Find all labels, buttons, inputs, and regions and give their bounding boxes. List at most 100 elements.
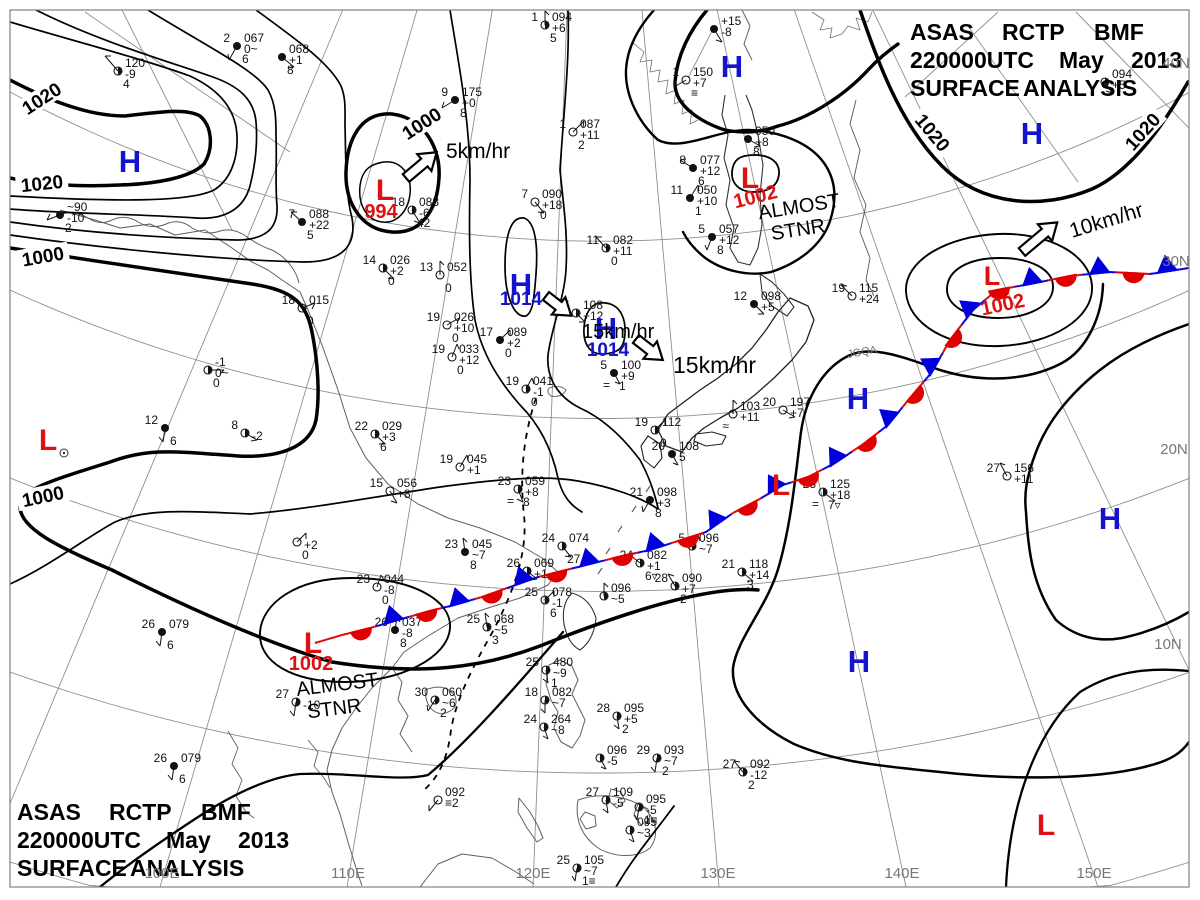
- svg-text:BMF: BMF: [1094, 19, 1144, 45]
- svg-text:-8: -8: [384, 583, 395, 597]
- svg-text:+2: +2: [304, 538, 318, 552]
- svg-text:6: 6: [170, 434, 177, 448]
- svg-text:090: 090: [682, 571, 702, 585]
- svg-text:H: H: [595, 311, 617, 346]
- svg-text:044: 044: [384, 572, 404, 586]
- svg-text:29: 29: [637, 743, 651, 757]
- svg-text:-2: -2: [252, 429, 263, 443]
- svg-text:026: 026: [454, 310, 474, 324]
- svg-text:H: H: [721, 49, 743, 84]
- svg-text:5: 5: [679, 450, 686, 464]
- svg-text:=: =: [507, 494, 514, 508]
- svg-text:20: 20: [652, 439, 666, 453]
- svg-text:6: 6: [698, 174, 705, 188]
- svg-text:098: 098: [657, 485, 677, 499]
- svg-text:RCTP: RCTP: [109, 799, 172, 825]
- svg-text:L: L: [741, 162, 759, 195]
- svg-text:1: 1: [672, 65, 679, 79]
- svg-text:+3: +3: [382, 430, 396, 444]
- svg-text:L: L: [1037, 809, 1055, 842]
- svg-text:+12: +12: [700, 164, 721, 178]
- svg-text:082: 082: [647, 548, 667, 562]
- svg-text:-1: -1: [215, 355, 226, 369]
- svg-text:0: 0: [452, 331, 459, 345]
- svg-text:082: 082: [552, 685, 572, 699]
- svg-text:033: 033: [459, 342, 479, 356]
- svg-text:+9: +9: [621, 369, 635, 383]
- svg-text:19: 19: [432, 342, 446, 356]
- svg-text:0: 0: [302, 548, 309, 562]
- svg-text:19: 19: [440, 452, 454, 466]
- svg-text:-1: -1: [552, 596, 563, 610]
- svg-text:22: 22: [355, 419, 369, 433]
- svg-text:ASAS: ASAS: [17, 799, 81, 825]
- svg-text:11: 11: [671, 183, 684, 197]
- svg-text:0: 0: [213, 376, 220, 390]
- svg-text:~5: ~5: [611, 592, 625, 606]
- svg-text:+3: +3: [657, 496, 671, 510]
- svg-text:19: 19: [506, 374, 520, 388]
- svg-text:1≡: 1≡: [644, 813, 658, 827]
- svg-text:-5: -5: [607, 754, 618, 768]
- svg-text:8: 8: [753, 145, 760, 159]
- svg-text:-12: -12: [750, 768, 768, 782]
- svg-text:5: 5: [550, 31, 557, 45]
- svg-text:0: 0: [307, 314, 314, 328]
- svg-text:RCTP: RCTP: [1002, 19, 1065, 45]
- svg-text:0~: 0~: [244, 42, 258, 56]
- svg-text:18: 18: [525, 685, 539, 699]
- svg-text:0: 0: [457, 363, 464, 377]
- svg-text:094: 094: [552, 10, 572, 24]
- svg-text:L: L: [376, 174, 394, 207]
- svg-text:8: 8: [679, 153, 686, 167]
- svg-text:0: 0: [445, 281, 452, 295]
- svg-text:068: 068: [289, 42, 309, 56]
- svg-text:23: 23: [498, 474, 512, 488]
- svg-text:+8: +8: [525, 485, 539, 499]
- svg-text:059: 059: [525, 474, 545, 488]
- svg-text:1: 1: [559, 117, 566, 131]
- svg-text:+8: +8: [397, 487, 411, 501]
- svg-text:5km/hr: 5km/hr: [446, 140, 510, 163]
- svg-text:25: 25: [467, 612, 481, 626]
- svg-text:8: 8: [655, 506, 662, 520]
- svg-text:077: 077: [700, 153, 720, 167]
- svg-text:-9: -9: [125, 67, 136, 81]
- svg-text:=: =: [603, 378, 610, 392]
- svg-text:~7: ~7: [472, 548, 486, 562]
- svg-text:2: 2: [748, 778, 755, 792]
- svg-text:2: 2: [622, 722, 629, 736]
- svg-text:-8: -8: [402, 626, 413, 640]
- svg-text:096: 096: [699, 531, 719, 545]
- svg-text:067: 067: [244, 31, 264, 45]
- svg-text:+5: +5: [624, 712, 638, 726]
- svg-text:30N: 30N: [1162, 253, 1190, 270]
- svg-text:+1: +1: [467, 463, 481, 477]
- svg-text:=: =: [812, 497, 819, 511]
- svg-text:045: 045: [472, 537, 492, 551]
- svg-text:23: 23: [357, 572, 371, 586]
- svg-text:041: 041: [533, 374, 553, 388]
- svg-text:H: H: [1099, 501, 1121, 536]
- svg-text:150E: 150E: [1076, 865, 1111, 882]
- svg-text:2: 2: [578, 138, 585, 152]
- svg-text:+18: +18: [542, 198, 563, 212]
- svg-text:L: L: [984, 261, 1001, 291]
- svg-text:25: 25: [557, 853, 571, 867]
- svg-text:+2: +2: [390, 264, 404, 278]
- svg-text:-10: -10: [303, 698, 321, 712]
- svg-text:5: 5: [678, 531, 685, 545]
- svg-text:197: 197: [790, 395, 810, 409]
- svg-text:6: 6: [242, 52, 249, 66]
- svg-text:3: 3: [492, 633, 499, 647]
- svg-text:+11: +11: [740, 410, 760, 424]
- svg-text:057: 057: [719, 222, 739, 236]
- svg-text:2013: 2013: [1131, 47, 1182, 73]
- svg-text:994: 994: [364, 201, 398, 223]
- svg-text:≈: ≈: [722, 419, 729, 433]
- svg-text:-6: -6: [419, 206, 430, 220]
- svg-text:ANALYSIS: ANALYSIS: [1023, 75, 1137, 101]
- svg-text:+22: +22: [309, 218, 330, 232]
- svg-text:125: 125: [830, 477, 850, 491]
- svg-text:087: 087: [580, 117, 600, 131]
